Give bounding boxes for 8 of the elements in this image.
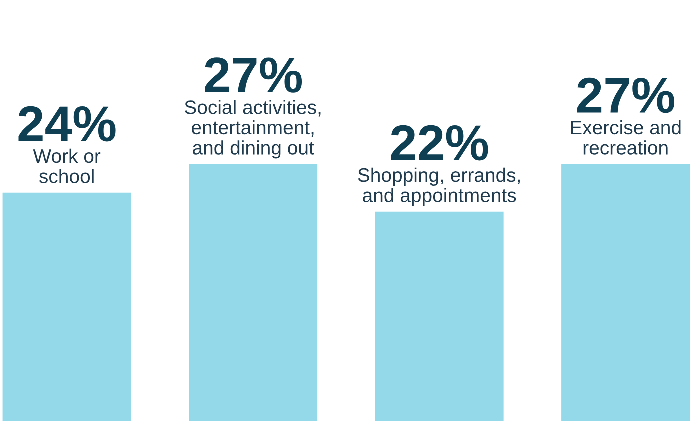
data-label: 27% [578,78,675,114]
x-tick-label: Work or school [33,148,101,184]
data-label: 27% [205,58,302,93]
data-label: 24% [18,106,116,142]
data-label: 22% [391,125,488,161]
x-tick-label: Social activities, entertainment, and dining out [185,100,321,159]
x-tick-label: Exercise and recreation [571,120,681,155]
x-tick-label: Shopping, errands, and appointments [358,168,520,206]
